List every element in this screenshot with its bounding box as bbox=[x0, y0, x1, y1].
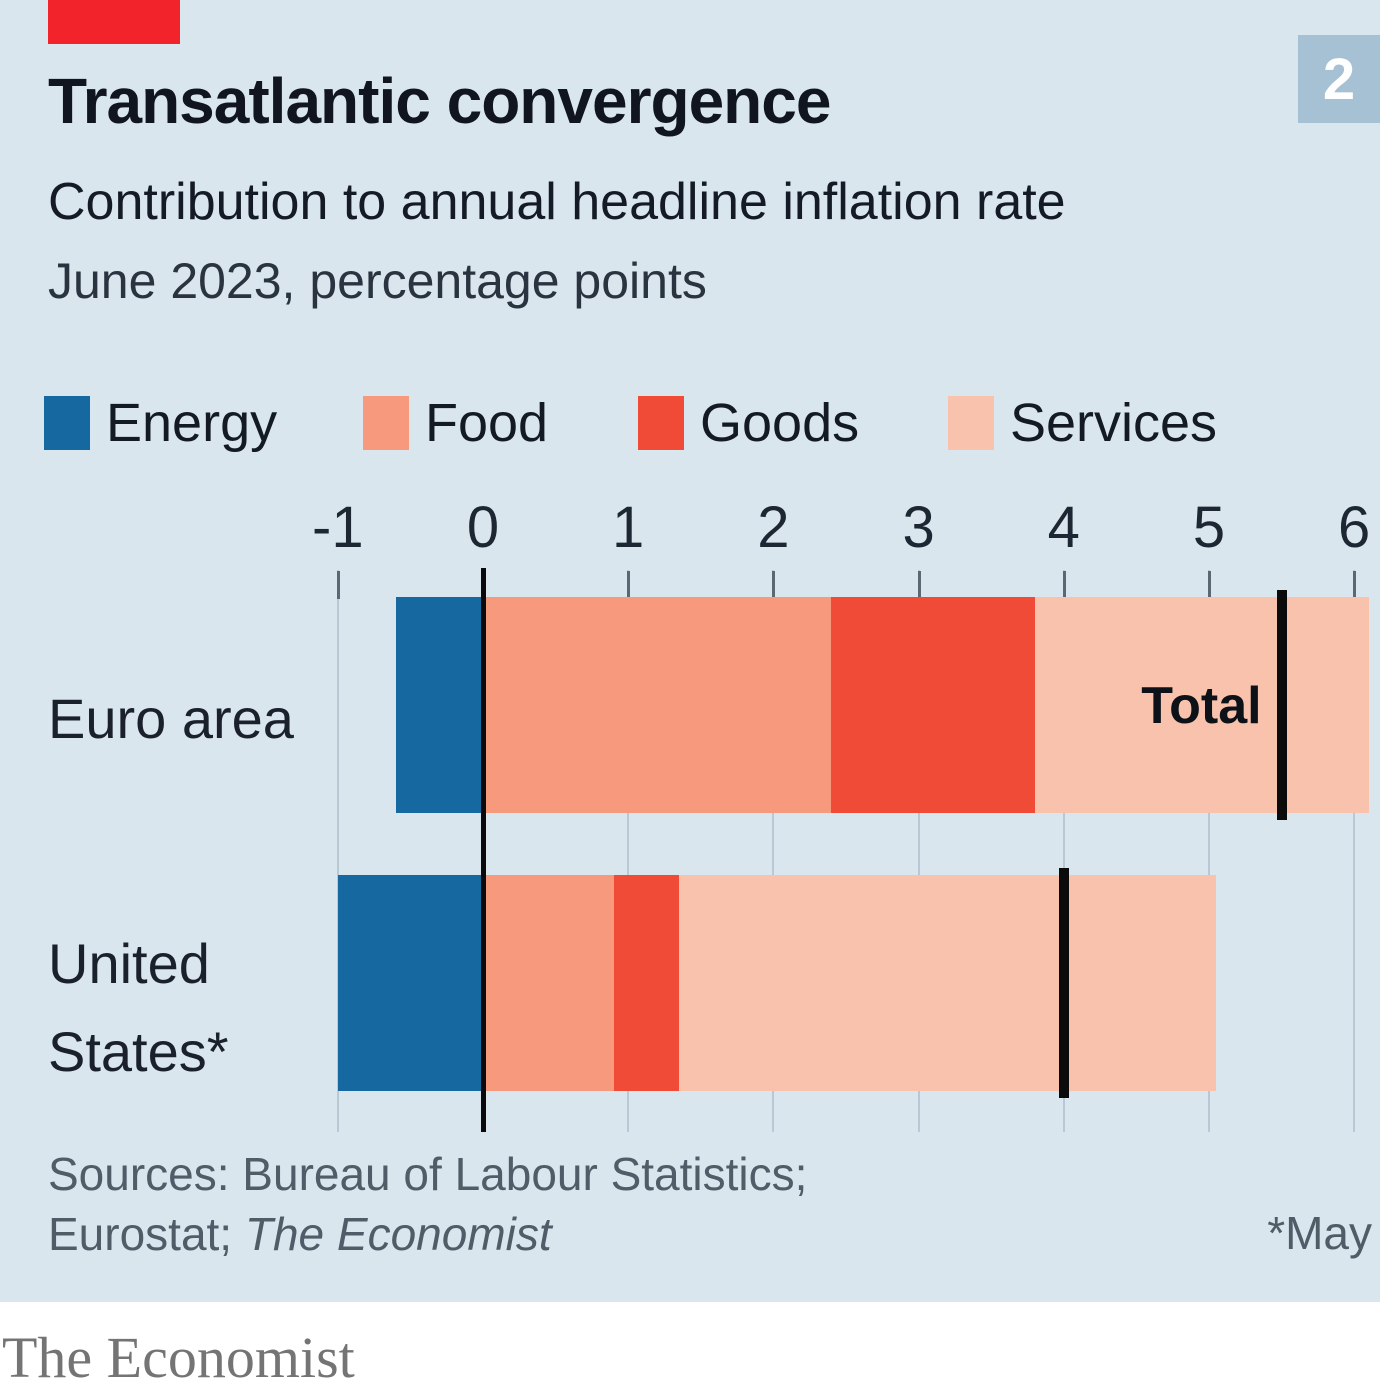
sources-note: Sources: Bureau of Labour Statistics; Eu… bbox=[48, 1144, 1048, 1264]
sources-line-2-economist: The Economist bbox=[244, 1208, 552, 1260]
energy-swatch bbox=[44, 396, 90, 450]
gridline-3 bbox=[917, 570, 920, 1132]
x-axis-tick-label-0: 0 bbox=[466, 495, 500, 560]
axis-tick-1 bbox=[627, 571, 631, 599]
total-marker-united-states bbox=[1058, 868, 1069, 1098]
chart-subtitle: Contribution to annual headline inflatio… bbox=[48, 173, 1066, 231]
services-swatch bbox=[948, 396, 994, 450]
bar-segment-food bbox=[483, 597, 832, 813]
panel-number-badge: 2 bbox=[1298, 35, 1380, 123]
bar-segment-energy bbox=[337, 875, 483, 1091]
legend-item-goods: Goods bbox=[638, 396, 859, 450]
sources-line-1: Sources: Bureau of Labour Statistics; bbox=[48, 1148, 808, 1200]
gridline--1 bbox=[336, 570, 339, 1132]
legend-label: Goods bbox=[700, 393, 860, 453]
goods-swatch bbox=[638, 396, 684, 450]
sources-line-2-prefix: Eurostat; bbox=[48, 1208, 245, 1260]
chart-title: Transatlantic convergence bbox=[48, 65, 831, 137]
gridline-2 bbox=[772, 570, 775, 1132]
legend-item-energy: Energy bbox=[44, 396, 277, 450]
bar-segment-services bbox=[1034, 597, 1369, 813]
x-axis-tick-label-4: 4 bbox=[1047, 495, 1080, 560]
zero-baseline bbox=[481, 568, 486, 1132]
bar-segment-goods bbox=[613, 875, 679, 1091]
gridline-4 bbox=[1062, 570, 1065, 1132]
axis-tick--1 bbox=[336, 571, 340, 599]
x-axis-tick-label-3: 3 bbox=[902, 495, 935, 560]
total-label: Total bbox=[1141, 677, 1262, 735]
gridline-1 bbox=[627, 570, 630, 1132]
x-axis-tick-label-5: 5 bbox=[1192, 495, 1226, 560]
x-axis-tick-label-1: 1 bbox=[612, 495, 645, 560]
legend-item-food: Food bbox=[363, 396, 548, 450]
row-label-euro-area: Euro area bbox=[48, 687, 294, 750]
red-accent-tab bbox=[48, 0, 180, 44]
axis-tick-5 bbox=[1208, 571, 1211, 599]
bar-row-united-states bbox=[0, 875, 1380, 1091]
bar-segment-food bbox=[483, 875, 614, 1091]
bar-segment-energy bbox=[395, 597, 483, 813]
axis-tick-3 bbox=[917, 571, 921, 599]
axis-tick-4 bbox=[1062, 571, 1066, 599]
row-label-united-states: United States* bbox=[48, 932, 229, 1083]
legend: Energy Food Goods Services bbox=[0, 396, 1380, 460]
economist-logo: The Economist bbox=[2, 1325, 355, 1380]
panel-number: 2 bbox=[1322, 46, 1356, 112]
total-marker-euro-area bbox=[1276, 590, 1287, 820]
x-axis-tick-label--1: -1 bbox=[312, 495, 364, 560]
bar-segment-goods bbox=[831, 597, 1035, 813]
gridline-6 bbox=[1353, 570, 1356, 1132]
bar-row-euro-area bbox=[0, 597, 1380, 813]
axis-tick-6 bbox=[1353, 571, 1357, 599]
legend-label: Food bbox=[425, 393, 549, 453]
food-swatch bbox=[363, 396, 409, 450]
footnote-may: *May bbox=[1267, 1207, 1372, 1259]
axis-tick-2 bbox=[772, 571, 776, 599]
chart-period-label: June 2023, percentage points bbox=[48, 253, 707, 309]
legend-label: Energy bbox=[106, 393, 278, 453]
legend-item-services: Services bbox=[948, 396, 1217, 450]
bar-segment-services bbox=[679, 875, 1217, 1091]
chart-card-background: 2 Transatlantic convergence Contribution… bbox=[0, 0, 1380, 1302]
x-axis-tick-label-6: 6 bbox=[1338, 495, 1371, 560]
legend-label: Services bbox=[1010, 393, 1218, 453]
gridline-5 bbox=[1208, 570, 1210, 1132]
x-axis-tick-label-2: 2 bbox=[757, 495, 790, 560]
